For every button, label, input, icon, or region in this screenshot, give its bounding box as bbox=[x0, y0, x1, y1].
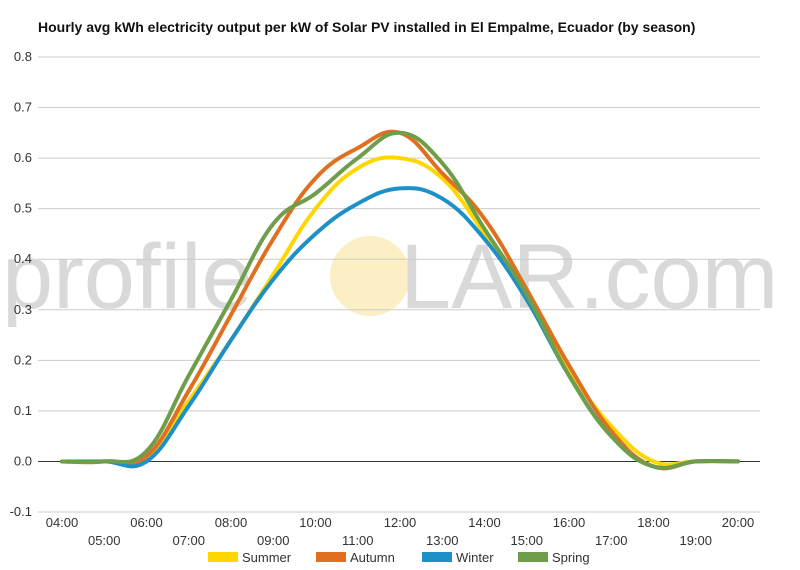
legend-label-autumn: Autumn bbox=[350, 550, 395, 565]
legend-label-spring: Spring bbox=[552, 550, 590, 565]
x-tick-label: 12:00 bbox=[384, 515, 417, 530]
y-tick-label: 0.7 bbox=[14, 100, 32, 115]
x-tick-label: 20:00 bbox=[722, 515, 755, 530]
y-tick-label: 0.2 bbox=[14, 352, 32, 367]
x-tick-label: 09:00 bbox=[257, 533, 290, 548]
legend: Summer Autumn Winter Spring bbox=[208, 550, 590, 565]
legend-swatch-autumn bbox=[316, 552, 346, 562]
x-tick-label: 06:00 bbox=[130, 515, 163, 530]
grid-lines bbox=[38, 56, 760, 513]
x-tick-label: 11:00 bbox=[342, 533, 374, 548]
y-tick-label: 0.0 bbox=[14, 453, 32, 468]
x-tick-label: 05:00 bbox=[88, 533, 121, 548]
x-tick-label: 07:00 bbox=[172, 533, 205, 548]
x-tick-label: 15:00 bbox=[510, 533, 543, 548]
x-tick-label: 18:00 bbox=[637, 515, 670, 530]
y-tick-label: 0.6 bbox=[14, 150, 32, 165]
x-tick-label: 13:00 bbox=[426, 533, 459, 548]
watermark-text-right: LAR.com bbox=[400, 226, 778, 328]
legend-swatch-summer bbox=[208, 552, 238, 562]
y-axis-ticks: -0.1 0.0 0.1 0.2 0.3 0.4 0.5 0.6 0.7 0.8 bbox=[10, 49, 32, 519]
y-tick-label: 0.3 bbox=[14, 302, 32, 317]
x-tick-label: 04:00 bbox=[46, 515, 79, 530]
chart-title: Hourly avg kWh electricity output per kW… bbox=[38, 19, 696, 35]
legend-label-winter: Winter bbox=[456, 550, 494, 565]
x-tick-label: 10:00 bbox=[299, 515, 332, 530]
y-tick-label: 0.5 bbox=[14, 201, 32, 216]
y-tick-label: 0.8 bbox=[14, 49, 32, 64]
y-tick-label: -0.1 bbox=[10, 504, 32, 519]
legend-label-summer: Summer bbox=[242, 550, 292, 565]
y-tick-label: 0.1 bbox=[14, 403, 32, 418]
series-lines bbox=[60, 129, 740, 471]
x-tick-label: 08:00 bbox=[215, 515, 248, 530]
x-axis-ticks: 04:00 05:00 06:00 07:00 08:00 09:00 10:00 11:00… bbox=[46, 515, 755, 548]
watermark: profile LAR.com bbox=[2, 226, 778, 328]
legend-swatch-winter bbox=[422, 552, 452, 562]
series-line-spring bbox=[60, 130, 740, 471]
series-line-summer bbox=[60, 155, 740, 467]
x-tick-label: 19:00 bbox=[679, 533, 712, 548]
watermark-sun bbox=[330, 236, 410, 316]
x-tick-label: 16:00 bbox=[553, 515, 586, 530]
x-tick-label: 14:00 bbox=[468, 515, 501, 530]
y-tick-label: 0.4 bbox=[14, 251, 32, 266]
x-tick-label: 17:00 bbox=[595, 533, 628, 548]
legend-swatch-spring bbox=[518, 552, 548, 562]
watermark-text-left: profile bbox=[2, 226, 253, 328]
